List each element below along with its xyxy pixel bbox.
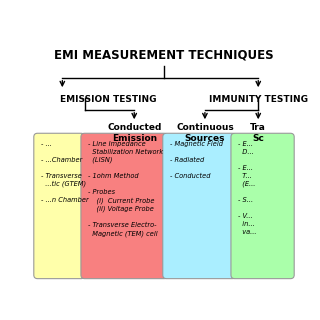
Text: - ...

- ...Chamber

- Transverse
  ...tic (GTEM)

- ...n Chamber: - ... - ...Chamber - Transverse ...tic (…: [41, 141, 89, 203]
FancyBboxPatch shape: [34, 133, 84, 279]
FancyBboxPatch shape: [81, 133, 168, 279]
Text: - E...
  D...

- E...
  T...
  (E...

- S...

- V...
  in...
  va...: - E... D... - E... T... (E... - S... - V…: [238, 141, 257, 235]
Text: Continuous
Sources: Continuous Sources: [176, 124, 234, 143]
Text: Conducted
Emission: Conducted Emission: [107, 124, 161, 143]
Text: Tra
Sc: Tra Sc: [250, 124, 266, 143]
Text: - Magnetic Field

- Radiated

- Conducted: - Magnetic Field - Radiated - Conducted: [170, 141, 223, 179]
Text: - Line Impedance
  Stabilization Network
  (LISN)

- 1ohm Method

- Probes
    (: - Line Impedance Stabilization Network (…: [88, 141, 164, 237]
Text: EMISSION TESTING: EMISSION TESTING: [60, 95, 156, 104]
FancyBboxPatch shape: [163, 133, 236, 279]
Text: EMI MEASUREMENT TECHNIQUES: EMI MEASUREMENT TECHNIQUES: [54, 48, 274, 61]
FancyBboxPatch shape: [231, 133, 294, 279]
Text: IMMUNITY TESTING: IMMUNITY TESTING: [209, 95, 308, 104]
